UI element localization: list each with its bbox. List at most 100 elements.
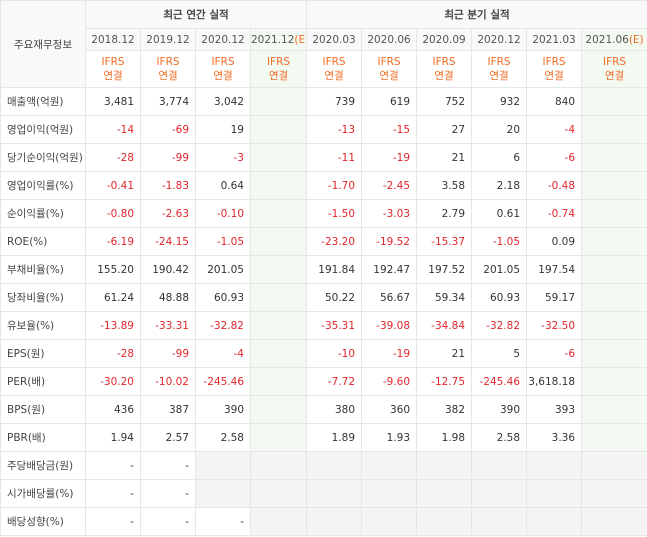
empty-cell — [581, 479, 647, 508]
empty-cell — [249, 283, 308, 312]
value-cell: 60.93 — [195, 283, 251, 312]
header-row: 주요재무정보 최근 연간 실적 최근 분기 실적 — [0, 0, 647, 88]
value-cell: -0.80 — [85, 199, 141, 228]
value-cell: -6 — [526, 143, 583, 172]
empty-cell — [249, 143, 308, 172]
value-cell: -15 — [361, 115, 418, 144]
value-cell: 2.58 — [471, 423, 528, 452]
empty-cell — [249, 507, 308, 536]
value-cell: 1.89 — [306, 423, 363, 452]
value-cell: -245.46 — [195, 367, 251, 396]
value-cell: -7.72 — [306, 367, 363, 396]
value-cell: 48.88 — [140, 283, 196, 312]
value-cell: 59.34 — [416, 283, 473, 312]
empty-cell — [581, 507, 647, 536]
accounting-basis: IFRS 연결 — [140, 50, 196, 88]
empty-cell — [361, 479, 418, 508]
value-cell: -1.83 — [140, 171, 196, 200]
value-cell: -1.50 — [306, 199, 363, 228]
value-cell: 20 — [471, 115, 528, 144]
value-cell: -34.84 — [416, 311, 473, 340]
value-cell: -6 — [526, 339, 583, 368]
value-cell: -33.31 — [140, 311, 196, 340]
table-header: 주요재무정보 최근 연간 실적 최근 분기 실적 2018.12 2019.12 2020… — [0, 0, 647, 88]
value-cell: 360 — [361, 395, 418, 424]
data-row: 영업이익률(%) -0.41 -1.83 0.64 -1.70 -2.45 3.58 2.18… — [0, 171, 647, 200]
empty-cell — [195, 451, 251, 480]
value-cell: -24.15 — [140, 227, 196, 256]
empty-cell — [581, 143, 647, 172]
row-label: 영업이익(억원) — [0, 115, 86, 144]
empty-cell — [195, 479, 251, 508]
empty-cell — [581, 255, 647, 284]
value-cell: 192.47 — [361, 255, 418, 284]
empty-cell — [416, 507, 473, 536]
value-cell: 0.64 — [195, 171, 251, 200]
empty-cell — [249, 479, 308, 508]
date-text: 2021.03 — [532, 33, 576, 46]
value-cell: 191.84 — [306, 255, 363, 284]
row-label: 당좌비율(%) — [0, 283, 86, 312]
empty-cell — [581, 283, 647, 312]
value-cell: -3 — [195, 143, 251, 172]
value-cell: 59.17 — [526, 283, 583, 312]
value-cell: 197.52 — [416, 255, 473, 284]
value-cell: 3,481 — [85, 87, 141, 116]
data-row: 주당배당금(원) - - — [0, 451, 647, 480]
empty-cell — [581, 451, 647, 480]
value-cell: -0.48 — [526, 171, 583, 200]
empty-cell — [526, 451, 583, 480]
value-cell: -19 — [361, 339, 418, 368]
row-label: 배당성향(%) — [0, 507, 86, 536]
accounting-basis: IFRS 연결 — [85, 50, 141, 88]
value-cell: 61.24 — [85, 283, 141, 312]
row-label: 당기순이익(억원) — [0, 143, 86, 172]
value-cell: 56.67 — [361, 283, 418, 312]
accounting-basis: IFRS 연결 — [361, 50, 418, 88]
data-row: 영업이익(억원) -14 -69 19 -13 -15 27 20 -4 — [0, 115, 647, 144]
period-date: 2018.12 — [85, 28, 141, 51]
accounting-basis: IFRS 연결 — [195, 50, 251, 88]
value-cell: 3.58 — [416, 171, 473, 200]
value-cell: 2.58 — [195, 423, 251, 452]
data-row: 순이익률(%) -0.80 -2.63 -0.10 -1.50 -3.03 2.79 0.61… — [0, 199, 647, 228]
value-cell: 5 — [471, 339, 528, 368]
empty-cell — [306, 451, 363, 480]
value-cell: 0.09 — [526, 227, 583, 256]
data-row: 시가배당률(%) - - — [0, 479, 647, 508]
empty-cell — [581, 339, 647, 368]
empty-cell — [526, 479, 583, 508]
row-label: 주당배당금(원) — [0, 451, 86, 480]
accounting-basis: IFRS 연결 — [249, 50, 308, 88]
value-cell: 3,042 — [195, 87, 251, 116]
date-text: 2021.12 — [251, 33, 295, 46]
quarter-title: 최근 분기 실적 — [306, 0, 647, 29]
date-text: 2020.09 — [422, 33, 466, 46]
value-cell: 390 — [195, 395, 251, 424]
period-date: 2020.09 — [416, 28, 473, 51]
date-text: 2020.12 — [477, 33, 521, 46]
row-label: 시가배당률(%) — [0, 479, 86, 508]
value-cell: -11 — [306, 143, 363, 172]
value-cell: 840 — [526, 87, 583, 116]
data-row: 부채비율(%) 155.20 190.42 201.05 191.84 192.47 197… — [0, 255, 647, 284]
empty-cell — [249, 171, 308, 200]
value-cell: -32.82 — [471, 311, 528, 340]
value-cell: -1.05 — [471, 227, 528, 256]
empty-cell — [249, 115, 308, 144]
value-cell: 1.93 — [361, 423, 418, 452]
value-cell: 436 — [85, 395, 141, 424]
value-cell: - — [85, 479, 141, 508]
value-cell: 380 — [306, 395, 363, 424]
date-text: 2020.06 — [367, 33, 411, 46]
value-cell: 190.42 — [140, 255, 196, 284]
value-cell: -6.19 — [85, 227, 141, 256]
value-cell: 0.61 — [471, 199, 528, 228]
empty-cell — [581, 227, 647, 256]
value-cell: - — [140, 479, 196, 508]
value-cell: 27 — [416, 115, 473, 144]
basis-row: IFRS 연결 IFRS 연결 IFRS 연결 IFRS 연결 IFRS 연결 IFRS … — [1, 50, 647, 88]
row-label: PER(배) — [0, 367, 86, 396]
empty-cell — [416, 451, 473, 480]
estimate-mark: (E) — [294, 33, 306, 46]
